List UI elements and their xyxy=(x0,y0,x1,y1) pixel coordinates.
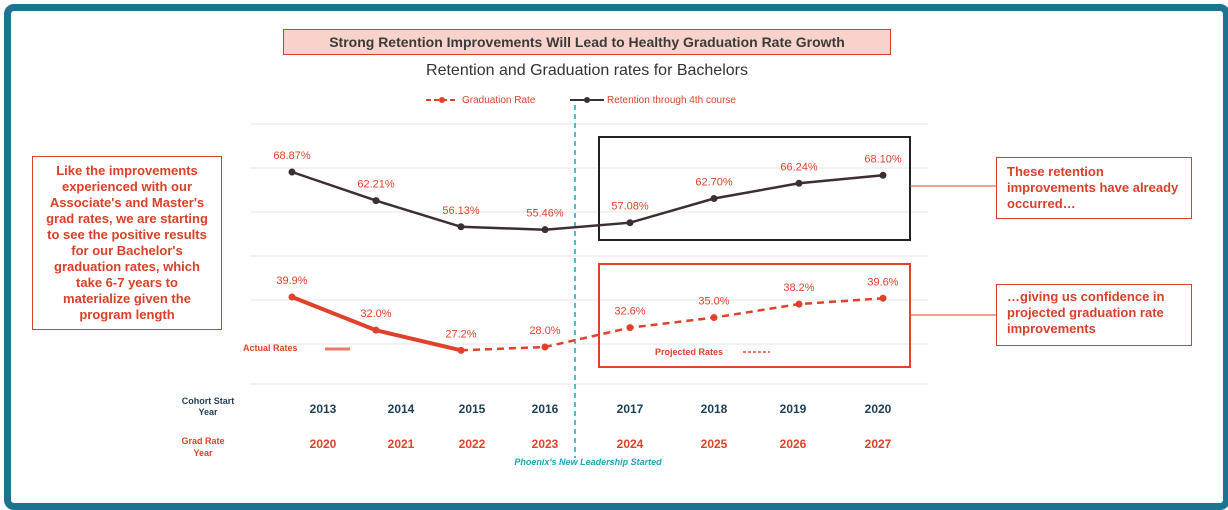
chart-title: Retention and Graduation rates for Bache… xyxy=(426,62,748,79)
retention-line xyxy=(291,170,884,231)
grad-row-label-1: Grad Rate xyxy=(181,436,224,446)
legend-graduation-label: Graduation Rate xyxy=(462,95,536,106)
graduation-point-2013 xyxy=(288,293,296,301)
grad-year-2027: 2027 xyxy=(865,437,892,451)
graduation-point-2018 xyxy=(710,314,718,322)
retention-label-2017: 57.08% xyxy=(611,201,649,213)
grad-year-2020: 2020 xyxy=(310,437,337,451)
cohort-row-label-1: Cohort Start xyxy=(182,396,235,406)
graduation-actual-line xyxy=(291,295,462,353)
graduation-label-2018: 35.0% xyxy=(698,296,729,308)
chart-grid xyxy=(250,123,928,385)
cohort-row-label-2: Year xyxy=(198,407,218,417)
graduation-point-2015 xyxy=(457,346,465,354)
cohort-year-2013: 2013 xyxy=(310,402,337,416)
cohort-year-2019: 2019 xyxy=(780,402,807,416)
cohort-year-2015: 2015 xyxy=(459,402,486,416)
grad-year-2025: 2025 xyxy=(701,437,728,451)
cohort-year-2017: 2017 xyxy=(617,402,644,416)
legend-retention-marker xyxy=(584,97,590,103)
retention-label-2019: 66.24% xyxy=(780,161,818,173)
graduation-label-2014: 32.0% xyxy=(360,308,391,320)
retention-point-2017 xyxy=(626,219,634,227)
legend-retention-label: Retention through 4th course xyxy=(607,95,736,106)
graduation-label-2020: 39.6% xyxy=(867,276,898,288)
grad-year-2024: 2024 xyxy=(617,437,644,451)
grad-year-2026: 2026 xyxy=(780,437,807,451)
retention-label-2015: 56.13% xyxy=(442,205,480,217)
graduation-point-2020 xyxy=(879,294,887,302)
note-retention-occurred: These retention improvements have alread… xyxy=(996,157,1192,219)
retention-point-2016 xyxy=(541,226,549,234)
grad-year-2021: 2021 xyxy=(388,437,415,451)
projected-rates-label: Projected Rates xyxy=(655,347,723,357)
cohort-year-2016: 2016 xyxy=(532,402,559,416)
actual-rates-label: Actual Rates xyxy=(243,343,298,353)
retention-highlight-box xyxy=(598,136,911,241)
graduation-point-2017 xyxy=(626,324,634,332)
chart-legend: Graduation Rate Retention through 4th co… xyxy=(426,95,736,106)
leadership-label: Phoenix's New Leadership Started xyxy=(514,457,662,467)
legend-graduation-marker xyxy=(439,97,445,103)
graduation-projected-line xyxy=(460,297,884,352)
retention-point-2014 xyxy=(372,197,380,205)
cohort-year-2014: 2014 xyxy=(388,402,415,416)
graduation-label-2019: 38.2% xyxy=(783,282,814,294)
graduation-point-2016 xyxy=(541,343,549,351)
retention-point-2020 xyxy=(879,171,887,179)
retention-label-2020: 68.10% xyxy=(864,153,902,165)
graduation-label-2016: 28.0% xyxy=(529,325,560,337)
slide-banner: Strong Retention Improvements Will Lead … xyxy=(283,29,891,55)
cohort-year-2018: 2018 xyxy=(701,402,728,416)
note-left: Like the improvements experienced with o… xyxy=(32,156,222,330)
grad-row-label-2: Year xyxy=(193,448,213,458)
retention-point-2019 xyxy=(795,179,803,187)
retention-point-2013 xyxy=(288,168,296,176)
graduation-point-2019 xyxy=(795,300,803,308)
graduation-label-2015: 27.2% xyxy=(445,328,476,340)
note-projected-confidence: …giving us confidence in projected gradu… xyxy=(996,284,1192,346)
grad-year-2022: 2022 xyxy=(459,437,486,451)
graduation-label-2017: 32.6% xyxy=(614,306,645,318)
year-rows: 2013 2014 2015 2016 2017 2018 2019 2020 2020 2021… xyxy=(310,402,892,451)
retention-point-2018 xyxy=(710,195,718,203)
retention-label-2013: 68.87% xyxy=(273,150,311,162)
graduation-point-2014 xyxy=(372,326,380,334)
retention-point-2015 xyxy=(457,223,465,231)
retention-label-2018: 62.70% xyxy=(695,177,733,189)
retention-label-2014: 62.21% xyxy=(357,179,395,191)
cohort-year-2020: 2020 xyxy=(865,402,892,416)
slide-frame xyxy=(4,4,1228,510)
retention-label-2016: 55.46% xyxy=(526,208,564,220)
grad-year-2023: 2023 xyxy=(532,437,559,451)
graduation-label-2013: 39.9% xyxy=(276,275,307,287)
series-layer: 68.87% 62.21% 56.13% 55.46% 57.08% 62.70% 66.2… xyxy=(273,150,902,354)
